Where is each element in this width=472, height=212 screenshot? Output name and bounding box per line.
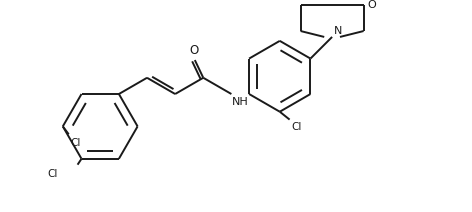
- Text: N: N: [334, 26, 343, 36]
- Text: Cl: Cl: [292, 121, 302, 132]
- Text: Cl: Cl: [48, 169, 58, 179]
- Text: Cl: Cl: [71, 138, 81, 148]
- Text: O: O: [368, 0, 376, 10]
- Text: NH: NH: [232, 97, 249, 107]
- Text: O: O: [189, 44, 198, 57]
